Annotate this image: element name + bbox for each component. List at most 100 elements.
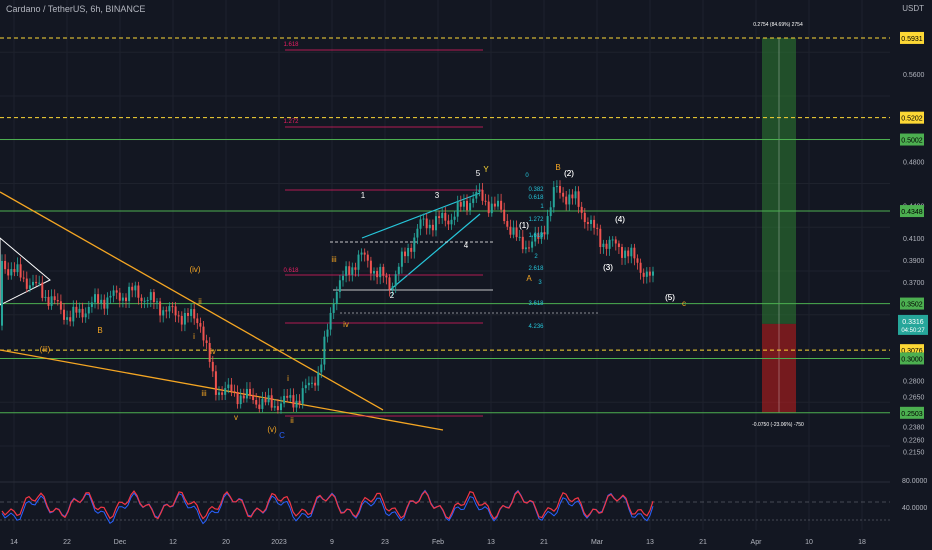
- candle-body: [472, 198, 475, 204]
- candle-body: [193, 309, 196, 319]
- candle-body: [617, 243, 620, 248]
- price-tick-label: 0.2800: [903, 378, 925, 385]
- candle-body: [611, 239, 614, 241]
- current-price-label: 0.3316: [902, 319, 924, 326]
- price-tick-label: 0.5600: [903, 72, 925, 79]
- time-tick-label: 2023: [271, 539, 287, 546]
- candle-body: [478, 189, 481, 193]
- price-tick-label: 0.3900: [903, 258, 925, 265]
- candle-body: [32, 281, 34, 286]
- candle-body: [605, 243, 608, 249]
- candle-body: [382, 266, 385, 276]
- rsi-line: [1, 490, 654, 520]
- candle-body: [332, 303, 335, 313]
- candle-body: [230, 384, 233, 392]
- candle-body: [345, 266, 348, 276]
- candle-body: [326, 329, 329, 337]
- wave-label: 2: [390, 291, 395, 300]
- candle-body: [466, 200, 468, 211]
- time-tick-label: 12: [169, 539, 177, 546]
- candle-body: [218, 392, 220, 395]
- level-price-label: 0.4348: [901, 209, 923, 216]
- level-price-label: 0.5202: [901, 116, 923, 123]
- candle-body: [441, 212, 444, 219]
- candle-body: [140, 297, 143, 302]
- long-position-zones[interactable]: 0.2754 (84.69%) 2754 -0.0750 (-23.06%) -7…: [752, 22, 804, 428]
- channel-lower-line: [389, 213, 481, 291]
- candle-body: [41, 282, 44, 298]
- candle-body: [112, 290, 115, 296]
- time-tick-label: 20: [222, 539, 230, 546]
- candle-body: [236, 392, 239, 405]
- time-tick-label: Dec: [114, 539, 127, 546]
- candle-body: [360, 252, 363, 255]
- candle-body: [342, 275, 344, 281]
- candle-body: [543, 232, 546, 235]
- wave-label: B: [97, 326, 102, 335]
- candle-body: [66, 317, 69, 320]
- fib-label: 1.618: [528, 233, 544, 239]
- candle-body: [38, 282, 41, 284]
- candle-body: [227, 384, 230, 389]
- candle-body: [323, 336, 326, 365]
- time-tick-label: 10: [805, 539, 813, 546]
- candle-body: [252, 395, 255, 401]
- price-axis[interactable]: 0.56000.48000.44000.41000.39000.37000.28…: [898, 31, 928, 512]
- candle-body: [577, 191, 580, 207]
- time-tick-label: 23: [381, 539, 389, 546]
- candle-body: [447, 220, 450, 225]
- fib-label: 3.618: [528, 301, 544, 307]
- time-tick-label: 21: [699, 539, 707, 546]
- wave-label: iv: [343, 320, 349, 329]
- wave-label: (3): [603, 263, 613, 272]
- candle-body: [177, 315, 180, 317]
- wave-label: (iii): [40, 345, 51, 354]
- candle-body: [385, 275, 388, 278]
- candle-body: [317, 372, 320, 386]
- wave-label: iv: [210, 347, 216, 356]
- wave-label: c: [682, 299, 686, 308]
- candle-body: [190, 309, 193, 316]
- wave-label: 4: [464, 241, 469, 250]
- candle-body: [180, 315, 183, 325]
- candle-body: [202, 326, 205, 341]
- wave-label: Y: [483, 165, 489, 174]
- horizontal-levels[interactable]: [0, 37, 890, 414]
- candle-body: [75, 306, 78, 313]
- candle-body: [444, 212, 447, 221]
- candle-body: [335, 291, 338, 304]
- time-axis[interactable]: 14 22 Dec 12 20 2023 9 23 Feb 13 21 Mar 13 21 Apr 10 18: [10, 539, 866, 546]
- fib-labels: 1.618 1.272 0.618 0.382 0.618 1 1.272 1.618 2 2.6…: [283, 42, 544, 330]
- wave-label: 1: [361, 191, 366, 200]
- currency-label: USDT: [902, 4, 924, 13]
- candle-body: [276, 406, 279, 411]
- candle-body: [397, 266, 400, 275]
- candle-body: [19, 264, 22, 278]
- candle-body: [369, 260, 372, 274]
- candle-body: [311, 382, 313, 384]
- candle-body: [211, 361, 214, 372]
- candle-body: [630, 247, 633, 257]
- candle-body: [621, 247, 623, 258]
- candle-body: [314, 382, 317, 386]
- candle-body: [87, 306, 90, 314]
- wave-label: (1): [519, 221, 529, 230]
- candle-body: [419, 219, 422, 229]
- candle-body: [593, 219, 596, 228]
- candle-body: [283, 395, 286, 404]
- wedge-lower-line: [0, 349, 444, 431]
- wave-label: (iv): [189, 265, 200, 274]
- candle-body: [571, 194, 574, 199]
- candle-body: [549, 207, 552, 217]
- candle-body: [109, 295, 112, 298]
- wave-label: i: [287, 374, 289, 383]
- candle-body: [450, 219, 453, 225]
- candle-body: [221, 392, 224, 395]
- candle-body: [1, 260, 3, 326]
- fib-label: 2: [534, 254, 538, 260]
- candle-body: [53, 296, 56, 301]
- candle-body: [35, 281, 38, 284]
- candle-body: [599, 228, 602, 248]
- candle-body: [608, 239, 611, 249]
